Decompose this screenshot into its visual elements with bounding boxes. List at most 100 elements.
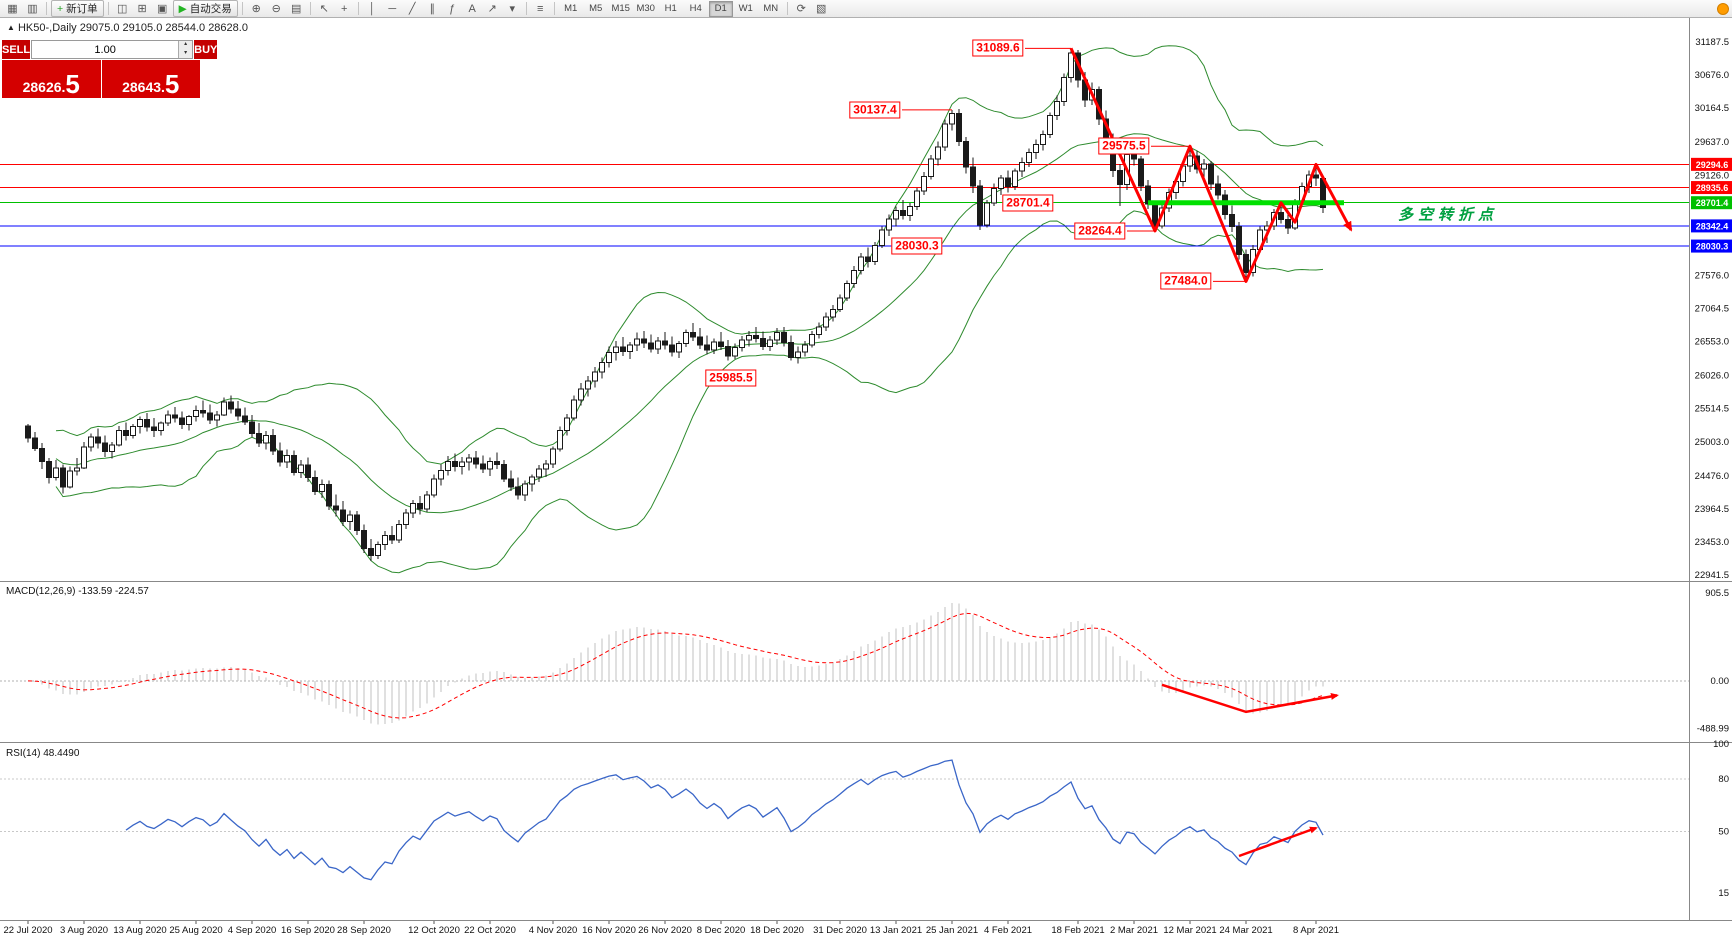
zoom-in-icon[interactable]: ⊕	[251, 3, 261, 15]
svg-text:905.5: 905.5	[1705, 588, 1729, 599]
vertical-line-icon[interactable]: │	[368, 2, 376, 15]
svg-text:28 Sep 2020: 28 Sep 2020	[337, 925, 391, 936]
svg-text:23453.0: 23453.0	[1695, 537, 1729, 548]
svg-text:28342.4: 28342.4	[1696, 221, 1729, 231]
volume-up-button[interactable]: ▴	[179, 41, 193, 50]
svg-text:28701.4: 28701.4	[1696, 198, 1729, 208]
timeframe-M30[interactable]: M30	[636, 2, 655, 14]
svg-text:29126.0: 29126.0	[1695, 170, 1729, 181]
price-annotation[interactable]: 27484.0	[1160, 272, 1212, 290]
macd-panel[interactable]	[0, 602, 1689, 725]
symbol-ohlc: 29075.0 29105.0 28544.0 28628.0	[79, 22, 248, 34]
sell-price-big-digit: 5	[65, 68, 80, 99]
svg-text:26553.0: 26553.0	[1695, 337, 1729, 348]
main-chart-panel[interactable]	[0, 45, 1689, 574]
volume-down-button[interactable]: ▾	[179, 49, 193, 58]
svg-text:27576.0: 27576.0	[1695, 270, 1729, 281]
channel-icon[interactable]: ∥	[429, 3, 435, 15]
axis-price-tag	[1691, 181, 1732, 195]
svg-text:4 Feb 2021: 4 Feb 2021	[984, 925, 1032, 936]
svg-text:8 Dec 2020: 8 Dec 2020	[697, 925, 746, 936]
price-annotation[interactable]: 28030.3	[891, 237, 943, 255]
svg-text:25514.5: 25514.5	[1695, 404, 1729, 415]
crosshair-icon[interactable]: +	[341, 2, 348, 15]
price-annotation[interactable]: 31089.6	[972, 39, 1024, 57]
timeframe-M5[interactable]: M5	[589, 2, 603, 14]
new-chart-icon[interactable]: ▦	[7, 3, 18, 15]
price-annotation[interactable]: 25985.5	[705, 369, 757, 387]
svg-text:30164.5: 30164.5	[1695, 103, 1729, 114]
volume-spinner: ▴ ▾	[178, 41, 193, 58]
pivot-point-label[interactable]: 多空转折点	[1398, 206, 1499, 224]
indicators-icon[interactable]: ≡	[537, 2, 544, 15]
svg-text:8 Apr 2021: 8 Apr 2021	[1293, 925, 1339, 936]
toolbar-separator	[241, 2, 243, 15]
chart-profiles-icon[interactable]: ▥	[27, 3, 38, 15]
svg-text:100: 100	[1713, 739, 1729, 750]
symbol-name: HK50-,Daily	[17, 22, 77, 34]
buy-button[interactable]: 28643. 5	[101, 60, 200, 99]
svg-text:12 Mar 2021: 12 Mar 2021	[1163, 925, 1216, 936]
svg-text:26 Nov 2020: 26 Nov 2020	[638, 925, 692, 936]
trendline-icon[interactable]: ╱	[408, 3, 416, 15]
buy-price-big-digit: 5	[164, 68, 180, 99]
svg-text:22941.5: 22941.5	[1695, 570, 1729, 581]
toolbar-separator	[786, 2, 788, 15]
price-annotation[interactable]: 29575.5	[1098, 137, 1150, 155]
volume-input[interactable]	[32, 41, 179, 58]
volume-field: ▴ ▾	[31, 40, 194, 59]
arrow-tool-icon[interactable]: ↗	[487, 3, 497, 15]
navigator-icon[interactable]: ⊞	[137, 3, 147, 15]
toolbar-separator	[46, 2, 47, 15]
price-annotation[interactable]: 30137.4	[849, 101, 901, 119]
svg-text:24476.0: 24476.0	[1695, 471, 1729, 482]
timeframe-W1[interactable]: W1	[738, 2, 753, 14]
svg-text:25003.0: 25003.0	[1695, 437, 1729, 448]
toolbar-separator	[525, 2, 527, 15]
timeframe-MN[interactable]: MN	[763, 2, 779, 14]
toolbar-separator	[553, 2, 555, 15]
templates-icon[interactable]: ▧	[816, 3, 827, 15]
timeframe-H1[interactable]: H1	[664, 2, 677, 14]
svg-text:15: 15	[1718, 888, 1729, 899]
refresh-icon[interactable]: ⟳	[796, 3, 806, 15]
sell-button[interactable]: 28626. 5	[2, 60, 101, 98]
terminal-icon[interactable]: ▣	[156, 3, 168, 15]
timeframe-M1[interactable]: M1	[564, 2, 578, 14]
tile-windows-icon[interactable]: ▤	[291, 3, 302, 15]
svg-text:4 Nov 2020: 4 Nov 2020	[529, 925, 578, 936]
svg-text:29294.6: 29294.6	[1696, 160, 1729, 170]
market-watch-icon[interactable]: ◫	[116, 3, 128, 15]
timeframe-H4[interactable]: H4	[689, 2, 702, 14]
price-annotation[interactable]: 28264.4	[1074, 222, 1126, 240]
text-tool-icon[interactable]: A	[468, 2, 476, 15]
sell-label[interactable]: SELL	[2, 40, 31, 59]
horizontal-line-icon[interactable]: ─	[388, 2, 397, 15]
timeframe-M15[interactable]: M15	[611, 2, 630, 14]
rsi-panel[interactable]	[0, 759, 1689, 881]
buy-label[interactable]: BUY	[194, 40, 218, 59]
sell-price: 28626.	[22, 78, 66, 95]
svg-text:50: 50	[1718, 827, 1729, 838]
shapes-dropdown-icon[interactable]: ▾	[509, 3, 515, 15]
zoom-out-icon[interactable]: ⊖	[271, 3, 281, 15]
price-annotation[interactable]: 28701.4	[1002, 194, 1054, 212]
axis-price-tag	[1691, 196, 1732, 210]
svg-text:RSI(14) 48.4490: RSI(14) 48.4490	[6, 748, 80, 759]
new-order-icon: +	[57, 2, 64, 15]
svg-text:30676.0: 30676.0	[1695, 70, 1729, 81]
fibonacci-icon[interactable]: ƒ	[449, 2, 456, 15]
svg-text:-488.99: -488.99	[1697, 723, 1729, 734]
svg-text:23964.5: 23964.5	[1695, 504, 1729, 515]
toolbar: ▦ ▥ + 新订单 ◫ ⊞ ▣ ▶ 自动交易 ⊕ ⊖ ▤ ↖ + │ ─ ╱ ∥ ƒ A ↗ ▾ ≡ M1 M5 M15 M30 H1…	[0, 0, 1732, 18]
svg-text:22 Oct 2020: 22 Oct 2020	[464, 925, 516, 936]
cursor-icon[interactable]: ↖	[319, 3, 329, 15]
timeframe-D1[interactable]: D1	[708, 0, 733, 17]
svg-text:26026.0: 26026.0	[1695, 371, 1729, 382]
auto-trading-button[interactable]: ▶ 自动交易	[172, 0, 238, 17]
new-order-button[interactable]: + 新订单	[51, 0, 104, 17]
svg-text:3 Aug 2020: 3 Aug 2020	[60, 925, 108, 936]
svg-text:0.00: 0.00	[1711, 676, 1730, 687]
svg-text:27064.5: 27064.5	[1695, 304, 1729, 315]
